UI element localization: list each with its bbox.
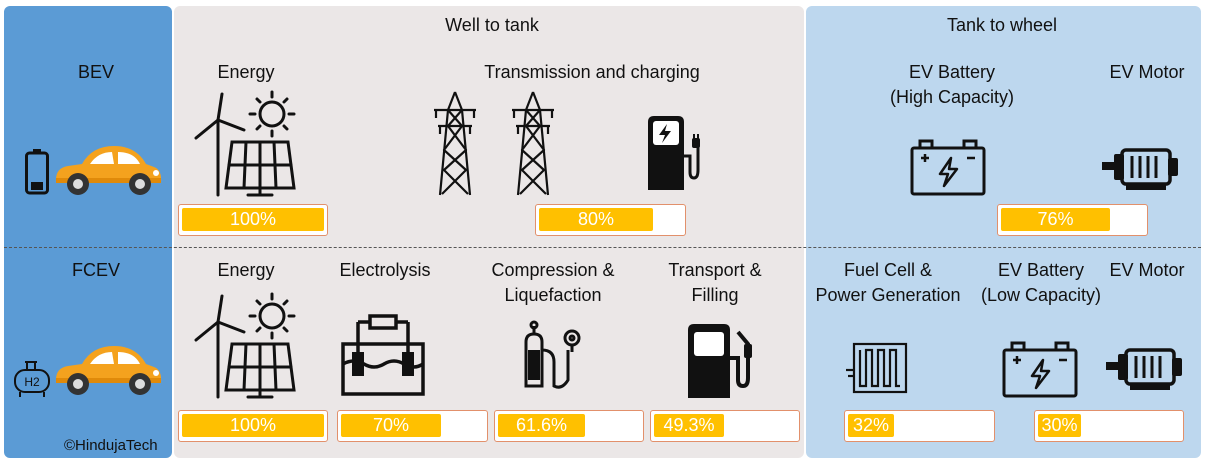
car-battery-icon — [1002, 341, 1078, 398]
bev-transmission-percent: 80% — [577, 209, 615, 229]
bev-transmission-bar: 80% — [535, 204, 686, 236]
wind-solar-icon — [194, 292, 296, 399]
car-icon — [55, 346, 162, 395]
fcev-electrolysis-bar: 70% — [337, 410, 488, 442]
bar-fill — [1001, 208, 1110, 231]
bar-fill — [654, 414, 724, 437]
electric-motor-icon — [1102, 148, 1178, 190]
bev-battery-bar: 76% — [997, 204, 1148, 236]
wind-solar-icon — [194, 90, 296, 197]
fcev-transport-label-line2: Filling — [691, 285, 739, 305]
bar-fill — [539, 208, 653, 231]
bev-label: BEV — [77, 62, 115, 82]
car-icon — [55, 146, 162, 195]
charging-station-icon — [648, 116, 700, 190]
row-divider — [4, 247, 1201, 248]
hydrogen-tank-icon: H2 — [14, 361, 50, 397]
fuel-cell-icon — [846, 342, 908, 394]
fuel-pump-icon — [688, 324, 752, 398]
transmission-tower-icon — [434, 91, 476, 196]
h2-label: H2 — [24, 375, 40, 389]
car-battery-icon — [910, 139, 986, 196]
bev-energy-label: Energy — [217, 62, 275, 82]
fcev-battery-bar: 30% — [1034, 410, 1184, 442]
fcev-fuelcell-percent: 32% — [852, 415, 890, 435]
bar-fill — [848, 414, 894, 437]
fcev-electrolysis-percent: 70% — [372, 415, 410, 435]
fcev-transport-label-line1: Transport & — [668, 260, 762, 280]
tank-to-wheel-header: Tank to wheel — [946, 15, 1058, 35]
fcev-compression-label-line1: Compression & — [491, 260, 615, 280]
fcev-battery-percent: 30% — [1041, 415, 1078, 435]
bar-fill — [1038, 414, 1081, 437]
fcev-battery-label-line2: (Low Capacity) — [980, 285, 1102, 305]
bev-energy-bar: 100% — [178, 204, 328, 236]
bev-transmission-label: Transmission and charging — [484, 62, 700, 82]
fcev-energy-percent: 100% — [229, 415, 277, 435]
fcev-compression-bar: 61.6% — [494, 410, 644, 442]
fcev-motor-label: EV Motor — [1109, 260, 1185, 280]
copyright-label: ©HindujaTech — [64, 437, 158, 454]
bev-energy-percent: 100% — [229, 209, 277, 229]
transmission-tower-icon — [512, 91, 554, 196]
fcev-electrolysis-label: Electrolysis — [339, 260, 431, 280]
bar-fill — [498, 414, 585, 437]
fcev-compression-percent: 61.6% — [515, 415, 568, 435]
fcev-battery-label-line1: EV Battery — [997, 260, 1085, 280]
fcev-energy-label: Energy — [217, 260, 275, 280]
fcev-energy-bar: 100% — [178, 410, 328, 442]
bev-battery-percent: 76% — [1037, 209, 1074, 229]
bev-motor-label: EV Motor — [1109, 62, 1185, 82]
fcev-fuelcell-label-line1: Fuel Cell & — [843, 260, 933, 280]
bar-fill — [182, 208, 324, 231]
well-to-tank-header: Well to tank — [445, 15, 539, 35]
fcev-label: FCEV — [71, 260, 120, 280]
fcev-transport-bar: 49.3% — [650, 410, 800, 442]
gas-cylinder-icon — [524, 320, 581, 389]
bar-fill — [182, 414, 324, 437]
electric-motor-icon — [1106, 348, 1182, 390]
fcev-compression-label-line2: Liquefaction — [504, 285, 602, 305]
bev-battery-label-line1: EV Battery — [908, 62, 996, 82]
battery-icon — [25, 149, 49, 195]
fcev-fuelcell-bar: 32% — [844, 410, 995, 442]
fcev-transport-percent: 49.3% — [663, 415, 715, 435]
electrolyzer-icon — [341, 314, 425, 396]
bev-battery-label-line2: (High Capacity) — [889, 87, 1015, 107]
bar-fill — [341, 414, 441, 437]
fcev-fuelcell-label-line2: Power Generation — [815, 285, 961, 305]
